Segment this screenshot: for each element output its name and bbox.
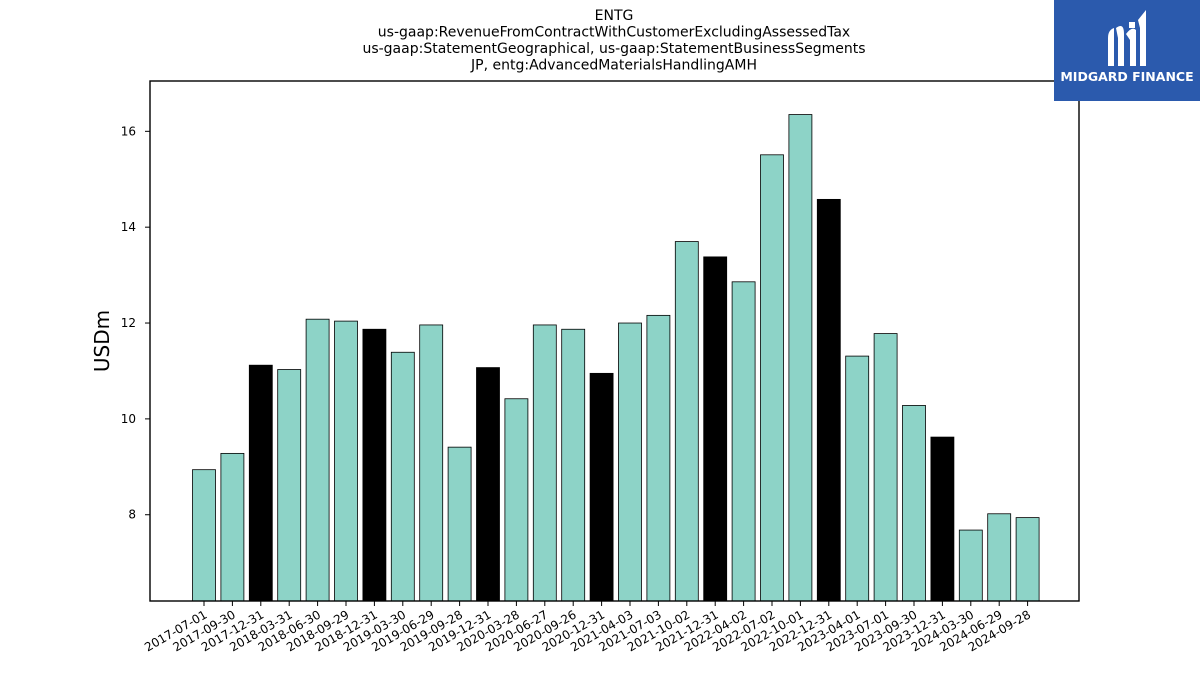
bars bbox=[192, 114, 1040, 602]
bar-2020-03-28 bbox=[504, 398, 529, 602]
y-tick-label: 10 bbox=[121, 412, 136, 426]
bar-2017-07-01 bbox=[192, 469, 216, 602]
logo-mark-icon bbox=[1108, 10, 1146, 67]
bar-2022-10-01 bbox=[788, 114, 813, 602]
bar-2020-12-31 bbox=[589, 372, 614, 602]
chart-title: ENTG us-gaap:RevenueFromContractWithCust… bbox=[362, 8, 865, 74]
bar-2021-10-02 bbox=[674, 241, 699, 602]
bar-2024-06-29 bbox=[987, 513, 1012, 602]
bar-2020-09-26 bbox=[561, 328, 586, 602]
bar-2022-04-02 bbox=[731, 281, 756, 602]
y-axis-label: USDm bbox=[90, 310, 114, 372]
bar-2019-09-28 bbox=[447, 446, 472, 602]
logo-text: MIDGARD FINANCE bbox=[1060, 69, 1194, 84]
bar-2017-12-31 bbox=[248, 364, 273, 602]
title-line-2: us-gaap:RevenueFromContractWithCustomerE… bbox=[378, 25, 850, 41]
bar-2022-12-31 bbox=[816, 198, 841, 602]
y-tick-label: 8 bbox=[128, 508, 136, 522]
bar-2018-09-29 bbox=[334, 320, 358, 602]
y-tick-label: 16 bbox=[121, 124, 136, 138]
bar-2023-12-31 bbox=[930, 436, 955, 602]
bar-2018-06-30 bbox=[305, 318, 330, 602]
midgard-finance-logo: MIDGARD FINANCE bbox=[1054, 0, 1200, 101]
bar-2021-04-03 bbox=[618, 322, 642, 602]
bar-2024-03-30 bbox=[958, 529, 983, 602]
bar-2020-06-27 bbox=[532, 324, 557, 602]
bar-2017-09-30 bbox=[220, 452, 245, 602]
bar-2023-09-30 bbox=[902, 405, 926, 602]
y-tick-label: 12 bbox=[121, 316, 136, 330]
y-tick-label: 14 bbox=[121, 220, 136, 234]
y-axis: 8 10 12 14 16 bbox=[121, 124, 150, 522]
bar-2019-06-29 bbox=[419, 324, 444, 602]
title-line-4: JP, entg:AdvancedMaterialsHandlingAMH bbox=[470, 58, 757, 74]
plot-frame bbox=[149, 80, 1080, 602]
bar-2024-09-28 bbox=[1015, 517, 1040, 602]
bar-2019-03-30 bbox=[390, 351, 415, 602]
bar-2022-07-02 bbox=[760, 154, 784, 602]
bar-2019-12-31 bbox=[476, 367, 500, 602]
bar-2023-07-01 bbox=[873, 333, 898, 602]
title-line-1: ENTG bbox=[595, 8, 634, 24]
title-line-3: us-gaap:StatementGeographical, us-gaap:S… bbox=[362, 41, 865, 57]
x-axis: 2017-07-012017-09-302017-12-312018-03-31… bbox=[142, 601, 1033, 654]
bar-2018-03-31 bbox=[277, 369, 302, 602]
bar-2018-12-31 bbox=[362, 328, 387, 602]
bar-2023-04-01 bbox=[845, 355, 870, 602]
bar-2021-07-03 bbox=[646, 314, 671, 602]
bar-2021-12-31 bbox=[703, 256, 728, 602]
